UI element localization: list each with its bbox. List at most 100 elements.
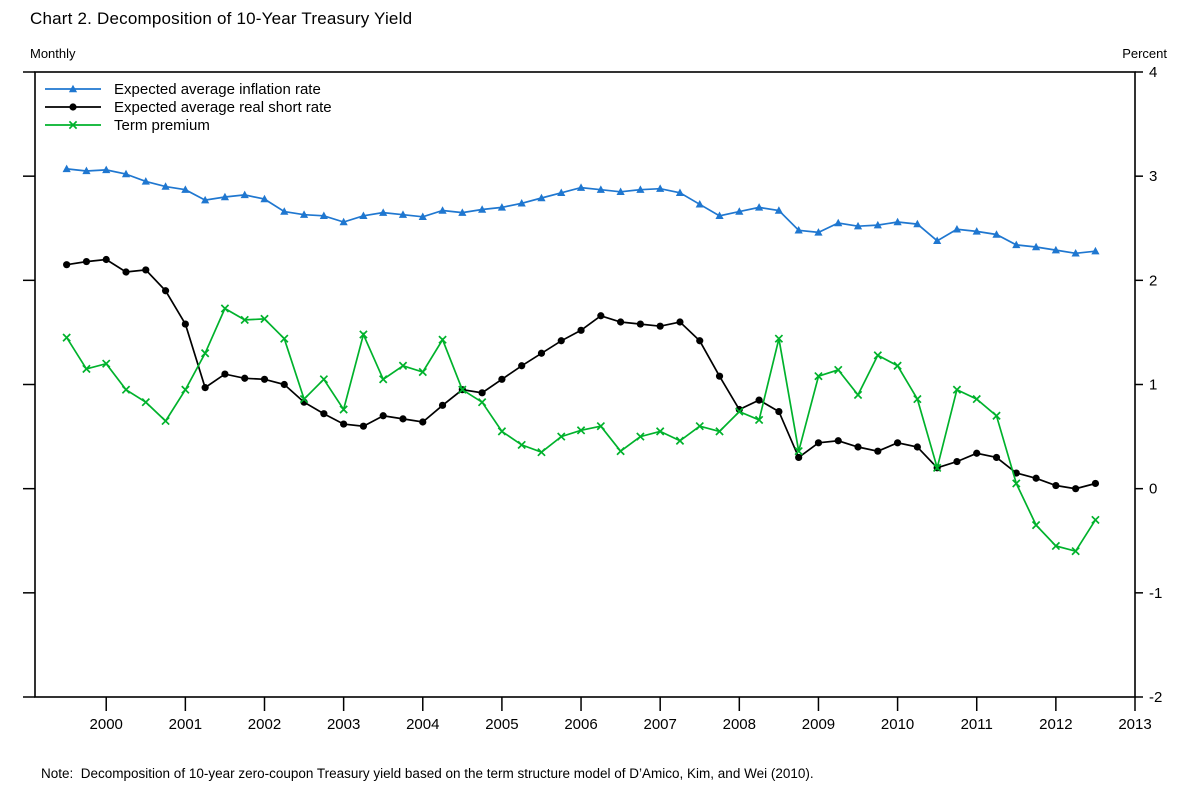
triangle-marker	[873, 220, 882, 229]
circle-marker	[340, 420, 348, 428]
x-marker	[814, 371, 823, 381]
circle-marker	[913, 443, 921, 451]
circle-marker	[280, 380, 288, 389]
triangle-marker	[339, 217, 348, 226]
x-marker	[754, 415, 764, 425]
x-marker	[932, 463, 942, 473]
triangle-marker	[478, 205, 487, 213]
circle-marker	[893, 439, 902, 447]
triangle-marker	[1012, 240, 1021, 249]
x-marker	[655, 427, 665, 436]
triangle-marker	[141, 177, 150, 185]
x-marker	[576, 426, 586, 435]
triangle-marker	[418, 212, 427, 220]
x-marker	[715, 427, 724, 436]
triangle-marker	[913, 219, 922, 228]
circle-marker	[795, 453, 803, 462]
circle-marker	[181, 320, 189, 328]
triangle-marker	[161, 182, 170, 190]
x-tick-label: 2004	[406, 716, 439, 733]
circle-marker	[636, 320, 644, 328]
x-marker	[62, 333, 71, 342]
triangle-marker	[656, 184, 665, 192]
circle-marker	[201, 384, 209, 392]
x-marker	[596, 421, 606, 431]
circle-marker	[557, 337, 565, 345]
legend-label-real-short-rate: Expected average real short rate	[114, 98, 332, 116]
triangle-marker	[319, 211, 328, 219]
triangle-marker	[1031, 242, 1041, 251]
x-marker	[458, 385, 467, 394]
x-marker	[1071, 546, 1080, 556]
triangle-marker	[972, 227, 981, 235]
triangle-marker	[240, 190, 249, 199]
circle-marker	[69, 103, 77, 111]
x-marker	[102, 359, 111, 368]
legend-item-inflation: Expected average inflation rate	[44, 80, 332, 98]
y-tick-label: 2	[1149, 272, 1157, 289]
circle-marker	[577, 326, 585, 334]
legend-sample-term-premium-line	[45, 120, 101, 130]
x-marker	[260, 314, 269, 324]
circle-marker	[834, 437, 842, 445]
circle-marker	[1091, 479, 1100, 488]
triangle-marker	[755, 203, 764, 211]
x-tick-label: 2009	[802, 716, 835, 733]
circle-marker	[379, 412, 387, 420]
triangle-marker	[121, 169, 131, 178]
triangle-marker	[299, 210, 309, 218]
chart-title: Chart 2. Decomposition of 10-Year Treasu…	[30, 9, 413, 28]
circle-marker	[142, 266, 150, 274]
x-marker	[952, 385, 962, 394]
x-tick-label: 2001	[169, 716, 202, 733]
circle-marker	[122, 268, 130, 276]
triangle-marker	[557, 188, 566, 197]
y-tick-label: 1	[1149, 377, 1157, 394]
x-marker	[537, 448, 546, 457]
circle-marker	[102, 255, 110, 264]
circle-marker	[1032, 474, 1040, 482]
y-tick-label: 3	[1149, 168, 1157, 185]
note-text: Note: Decomposition of 10-year zero-coup…	[41, 765, 814, 781]
x-marker	[517, 440, 526, 450]
x-marker	[893, 361, 902, 370]
circle-marker	[1072, 485, 1080, 493]
circle-marker	[854, 443, 862, 451]
x-marker	[735, 407, 744, 416]
x-tick-label: 2012	[1039, 716, 1072, 733]
circle-marker	[518, 362, 526, 370]
circle-marker	[438, 401, 447, 409]
circle-marker	[676, 318, 684, 326]
triangle-marker	[616, 187, 625, 195]
x-marker	[1031, 520, 1041, 530]
x-marker	[82, 364, 91, 374]
triangle-marker	[695, 199, 704, 208]
x-marker	[418, 367, 427, 377]
x-marker	[378, 375, 388, 384]
triangle-marker	[1091, 246, 1100, 255]
triangle-marker	[497, 203, 507, 211]
x-marker	[280, 334, 289, 343]
x-marker	[240, 315, 249, 325]
circle-marker	[82, 257, 91, 266]
circle-marker	[320, 410, 328, 418]
x-tick-label: 2013	[1118, 716, 1151, 733]
x-marker	[497, 427, 507, 436]
x-marker	[695, 421, 704, 431]
triangle-marker	[853, 221, 863, 230]
x-marker	[200, 349, 210, 358]
x-marker	[319, 375, 329, 384]
circle-marker	[597, 312, 605, 320]
x-tick-label: 2007	[643, 716, 676, 733]
circle-marker	[755, 396, 763, 404]
x-tick-label: 2010	[881, 716, 914, 733]
x-marker	[913, 394, 922, 404]
x-tick-label: 2000	[90, 716, 123, 733]
x-tick-label: 2006	[564, 716, 597, 733]
x-tick-label: 2003	[327, 716, 360, 733]
frequency-label: Monthly	[30, 46, 76, 61]
x-marker	[636, 432, 645, 441]
triangle-marker	[220, 192, 230, 201]
triangle-marker	[379, 208, 388, 216]
triangle-marker	[181, 185, 190, 193]
